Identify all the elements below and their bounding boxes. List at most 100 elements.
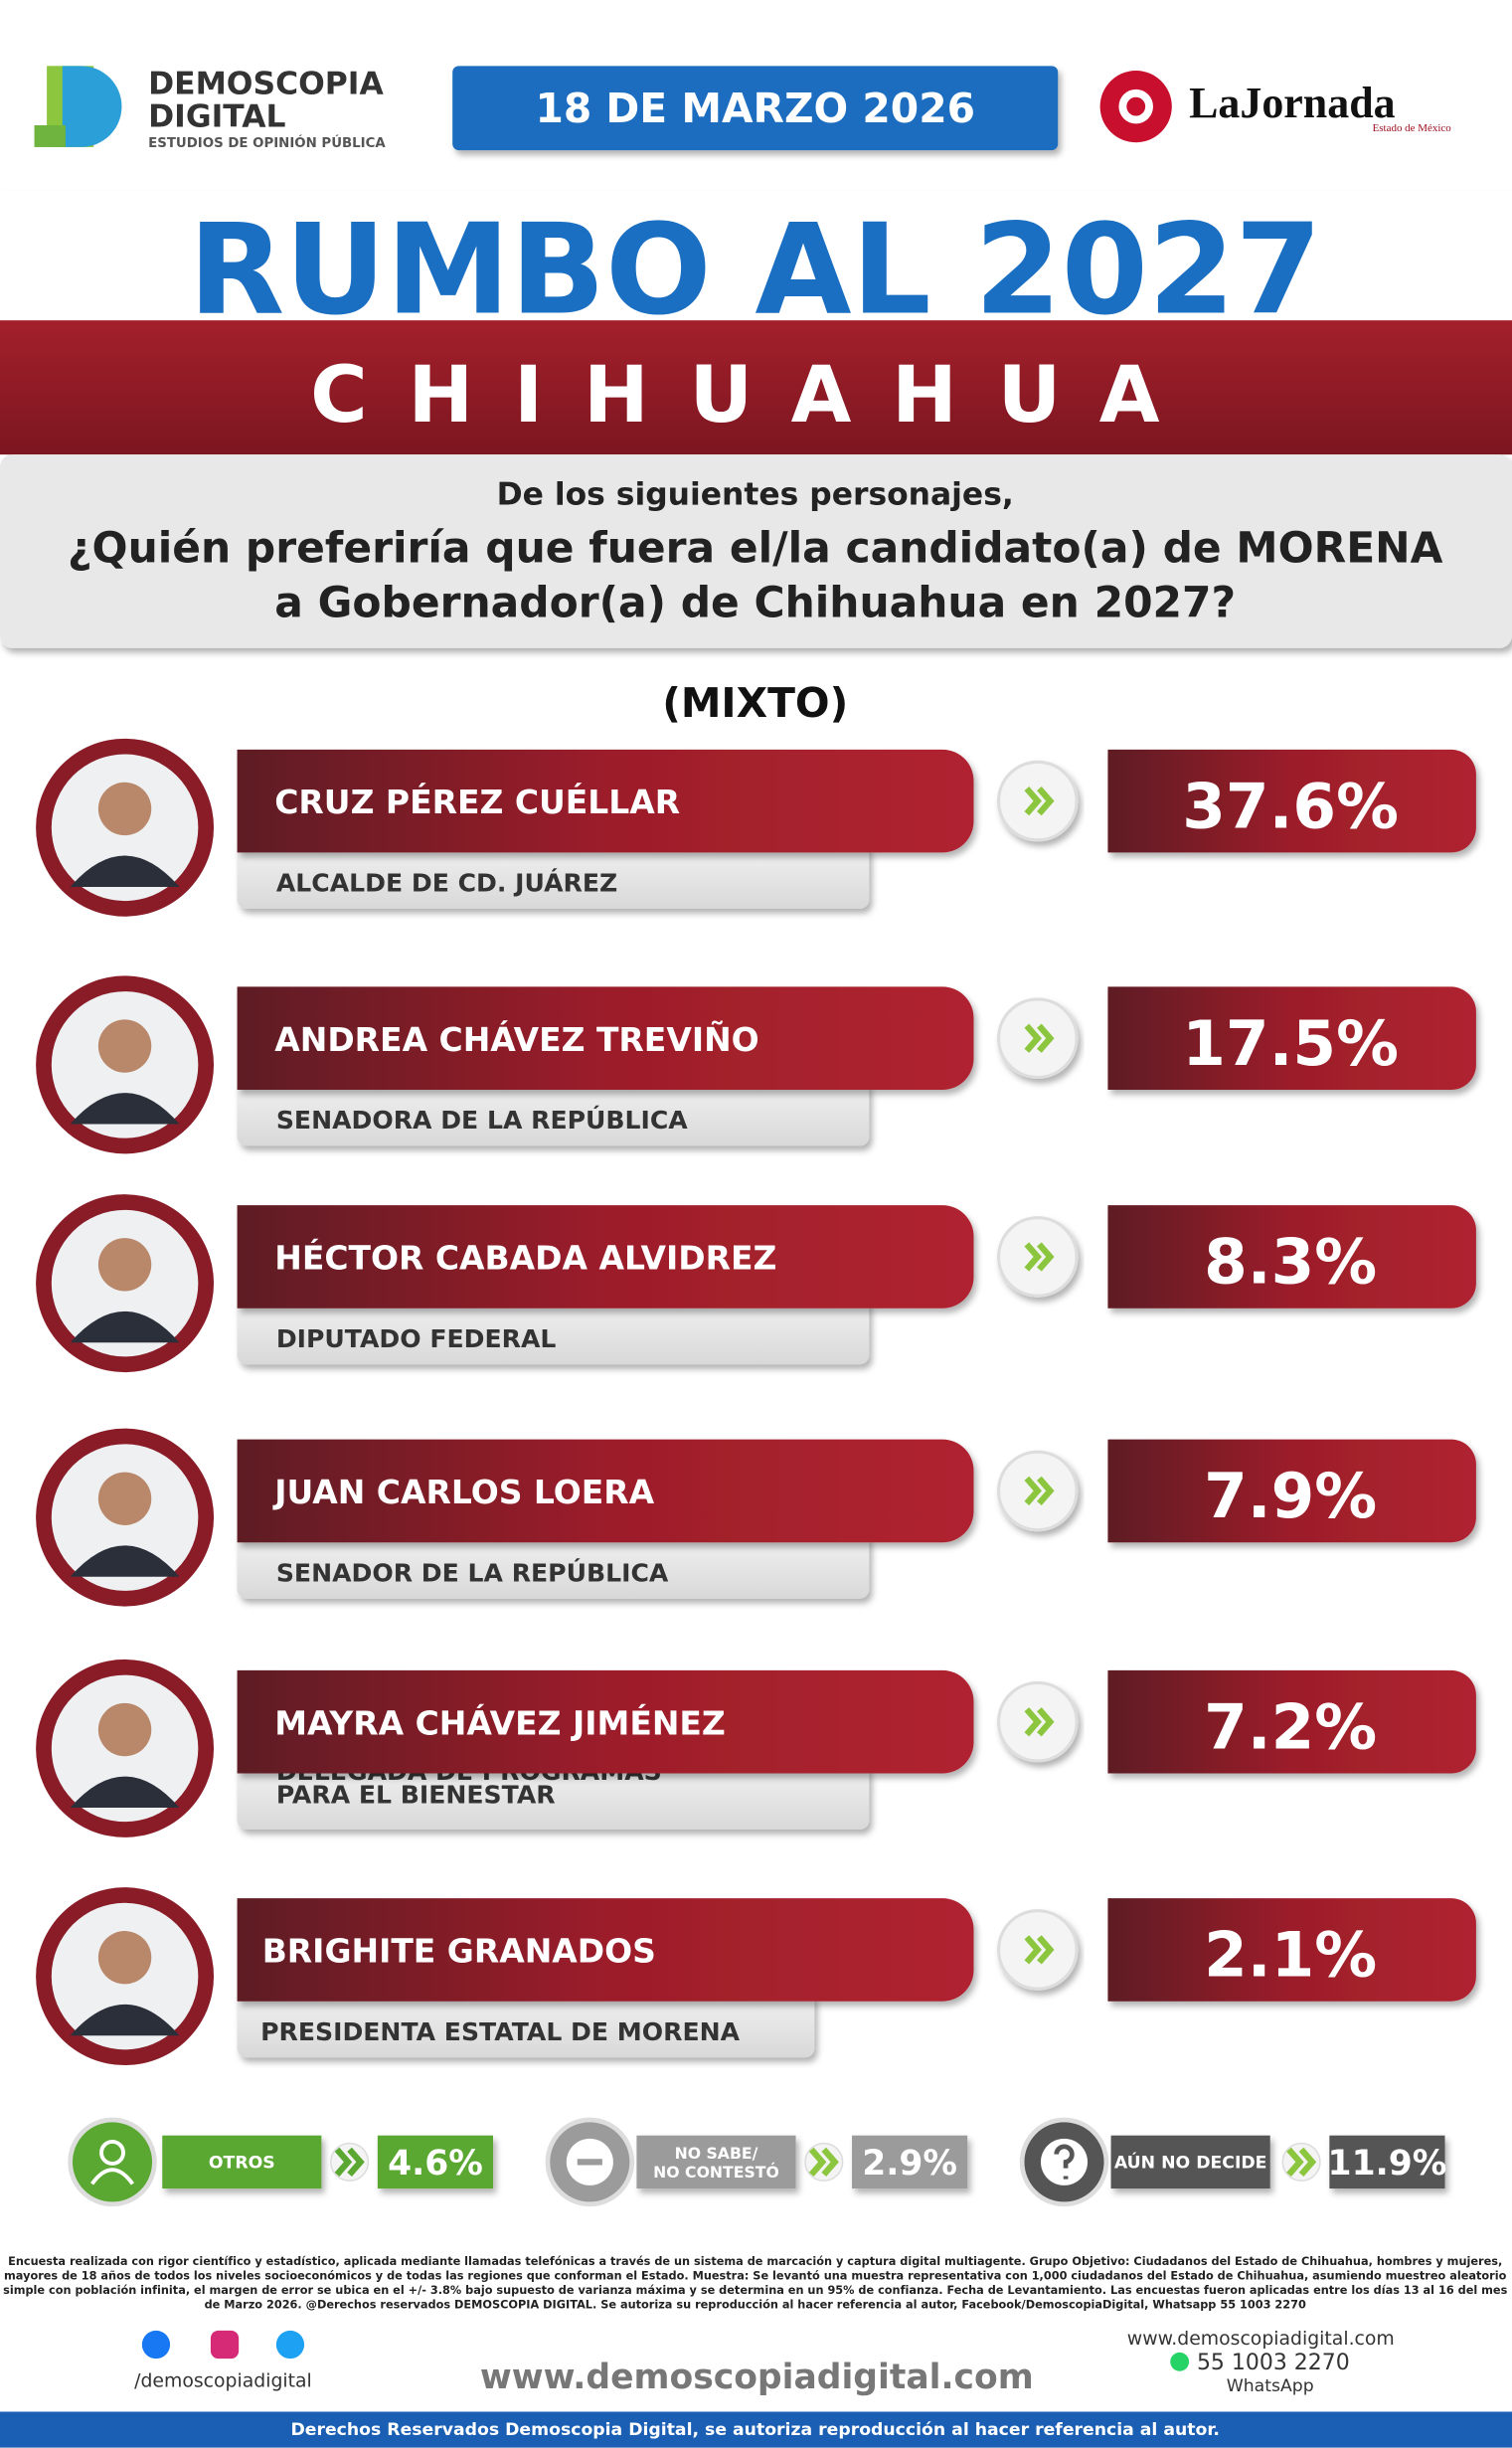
photo-head	[97, 1019, 152, 1073]
icon	[577, 2159, 602, 2166]
footnote-line: Encuesta realizada con rigor científico …	[8, 2255, 1502, 2268]
value: 2.1%	[1204, 1919, 1377, 1992]
value: 37.6%	[1182, 770, 1399, 842]
value-box	[1107, 1205, 1476, 1309]
candidate-name: CRUZ PÉREZ CUÉLLAR	[274, 782, 680, 821]
candidate-name: JUAN CARLOS LOERA	[272, 1473, 654, 1511]
instagram-icon	[210, 2330, 240, 2360]
date-box	[452, 66, 1059, 151]
value-box	[1107, 1439, 1476, 1543]
value-box	[1107, 1898, 1476, 2002]
contact-site: www.demoscopiadigital.com	[1127, 2329, 1395, 2350]
candidate-list: ALCALDE DE CD. JUÁREZ CRUZ PÉREZ CUÉLLAR 3…	[36, 738, 1476, 2066]
footnote-line: mayores de 18 años de todos los niveles …	[4, 2270, 1507, 2283]
twitter-icon	[275, 2330, 305, 2360]
role-bar	[237, 1532, 870, 1599]
others-row: OTROS 4.6% NO SABE/NO CONTESTÓ 2.9% AÚN NO D…	[68, 2117, 1446, 2207]
role-bar	[237, 1992, 815, 2058]
others-label-box	[636, 2135, 796, 2189]
photo-body	[70, 855, 180, 887]
photo-head	[97, 782, 152, 836]
rights-bar	[0, 2411, 1512, 2448]
date: 18 DE MARZO 2026	[535, 85, 975, 132]
brand-line: DIGITAL	[148, 99, 285, 135]
name-bar	[237, 749, 974, 853]
chevron	[1024, 1935, 1055, 1965]
value-box	[1107, 986, 1476, 1091]
question: ¿Quién preferiría que fuera el/la candid…	[68, 523, 1443, 572]
others-label-box	[162, 2135, 322, 2189]
role-bar	[237, 843, 870, 909]
icon	[1054, 2144, 1075, 2180]
chevron	[1024, 1476, 1055, 1506]
rights: Derechos Reservados Demoscopia Digital, …	[290, 2420, 1220, 2440]
phone: 55 1003 2270	[1197, 2351, 1350, 2375]
others-label-box	[1110, 2135, 1270, 2189]
value: 8.3%	[1204, 1226, 1377, 1299]
chevron	[808, 2147, 839, 2177]
others-value: 4.6%	[388, 2144, 483, 2184]
facebook-icon	[141, 2330, 171, 2360]
role: PARA EL BIENESTAR	[276, 1780, 556, 1809]
chevron	[334, 2147, 365, 2177]
value: 7.9%	[1204, 1460, 1377, 1532]
brand-logo	[34, 66, 122, 147]
others-value-box	[377, 2135, 494, 2189]
chevron	[1024, 1023, 1055, 1053]
others-label: NO CONTESTÓ	[653, 2163, 779, 2182]
brand-line: DEMOSCOPIA	[148, 67, 384, 102]
photo-head	[97, 1702, 152, 1757]
method: (MIXTO)	[662, 679, 848, 727]
others-label: OTROS	[209, 2154, 275, 2174]
question-panel	[0, 454, 1512, 648]
role-bar	[237, 1764, 870, 1831]
value-box	[1107, 1669, 1476, 1774]
question: a Gobernador(a) de Chihuahua en 2027?	[274, 578, 1236, 626]
others-value-box	[1329, 2135, 1445, 2189]
role-bar	[237, 1299, 870, 1365]
candidate-name: MAYRA CHÁVEZ JIMÉNEZ	[274, 1702, 726, 1742]
whatsapp-icon	[1170, 2352, 1190, 2371]
value: 7.2%	[1204, 1690, 1377, 1763]
partner-logo	[1099, 71, 1172, 143]
icon	[90, 2168, 135, 2186]
footnote: Encuesta realizada con rigor científico …	[3, 2255, 1508, 2312]
chevron	[1024, 1707, 1055, 1737]
role: DIPUTADO FEDERAL	[276, 1324, 557, 1353]
state: CHIHUAHUA	[310, 349, 1200, 440]
photo-body	[70, 1776, 180, 1809]
state-band	[0, 320, 1512, 455]
photo-body	[70, 2004, 180, 2036]
photo-head	[97, 1238, 152, 1292]
name-bar	[237, 1205, 974, 1309]
candidate-name: ANDREA CHÁVEZ TREVIÑO	[274, 1019, 758, 1059]
value: 17.5%	[1182, 1007, 1399, 1080]
question-intro: De los siguientes personajes,	[497, 476, 1014, 512]
footnote-line: simple con población infinita, el margen…	[3, 2284, 1508, 2297]
name-bar	[237, 1898, 974, 2002]
whatsapp-label: WhatsApp	[1227, 2376, 1314, 2396]
chevron	[1286, 2147, 1317, 2177]
others-value: 2.9%	[862, 2144, 957, 2184]
photo-body	[70, 1545, 180, 1577]
value-box	[1107, 749, 1476, 853]
role: PRESIDENTA ESTATAL DE MORENA	[260, 2017, 741, 2046]
role: SENADOR DE LA REPÚBLICA	[276, 1557, 669, 1587]
others-label: NO SABE/	[675, 2144, 758, 2163]
others-value-box	[852, 2135, 968, 2189]
name-bar	[237, 986, 974, 1091]
candidate-name: HÉCTOR CABADA ALVIDREZ	[274, 1238, 776, 1278]
role-bar	[237, 1080, 870, 1146]
title-panel	[0, 190, 1512, 332]
icon	[99, 2139, 125, 2166]
role: ALCALDE DE CD. JUÁREZ	[276, 869, 617, 898]
photo-body	[70, 1093, 180, 1125]
role: SENADORA DE LA REPÚBLICA	[276, 1105, 688, 1135]
chevron	[1024, 786, 1055, 816]
photo-body	[70, 1311, 180, 1343]
website: www.demoscopiadigital.com	[480, 2358, 1034, 2397]
others-label: AÚN NO DECIDE	[1114, 2152, 1267, 2174]
name-bar	[237, 1669, 974, 1774]
